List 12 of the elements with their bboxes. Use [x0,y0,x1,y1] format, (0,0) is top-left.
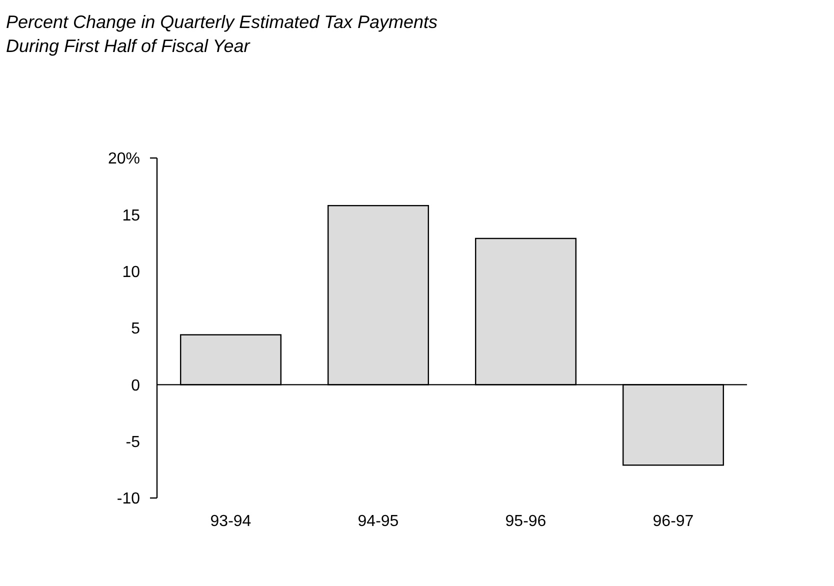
y-tick-label: 5 [131,320,140,338]
chart-title: Percent Change in Quarterly Estimated Tax Payments During First Half of Fiscal Year [6,12,438,56]
x-tick-label: 93-94 [210,513,252,530]
x-tick-label: 96-97 [652,513,694,530]
y-tick-label: 0 [131,377,140,394]
x-tick-label: 94-95 [358,513,399,530]
y-tick-label: 15 [122,207,140,224]
y-tick-label: -10 [116,490,140,508]
x-tick-label: 95-96 [505,513,546,530]
y-tick-label: 10 [122,264,140,281]
y-tick-label: -5 [126,434,140,451]
y-tick-label: 20% [108,150,140,168]
